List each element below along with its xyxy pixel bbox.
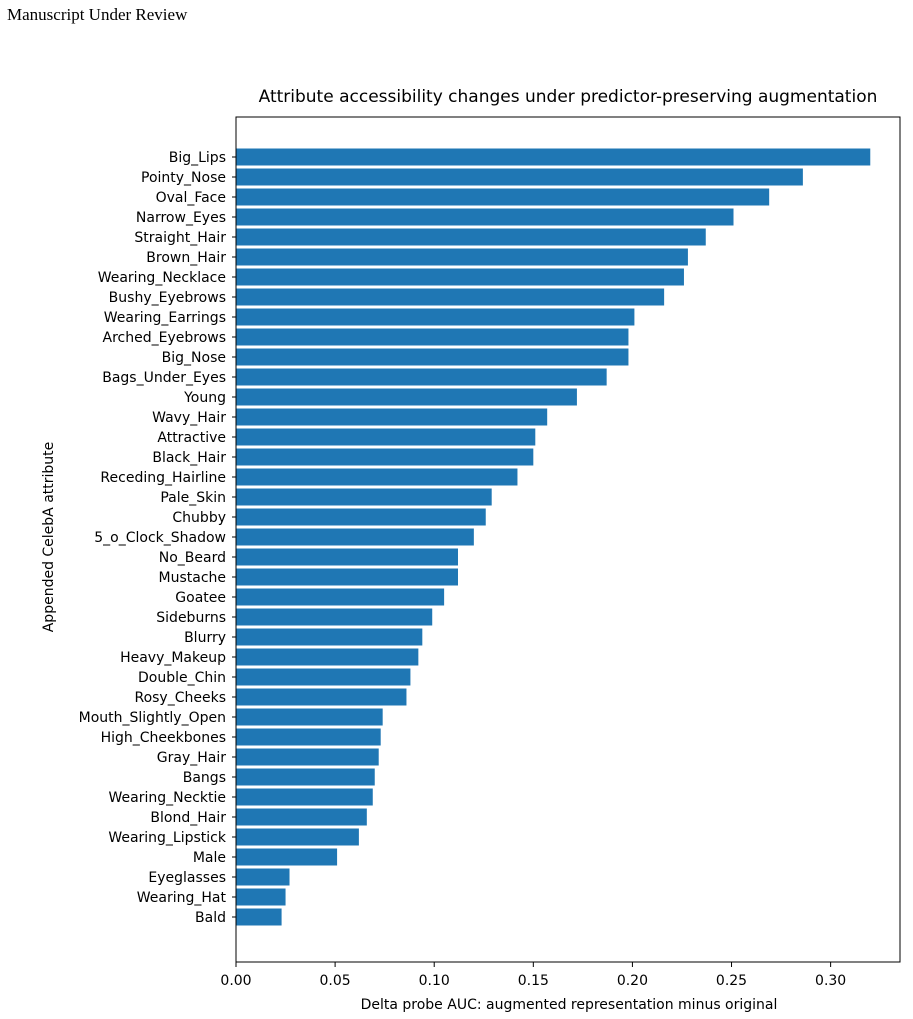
bar-sideburns [236,608,433,626]
x-tick-label: 0.15 [518,973,549,989]
y-tick-label: Wearing_Earrings [104,310,226,326]
x-tick-label: 0.10 [419,973,450,989]
bar-big-lips [236,148,871,166]
y-tick-label: Brown_Hair [146,250,226,266]
bar-no-beard [236,548,458,566]
bar-chubby [236,508,486,526]
bar-wearing-earrings [236,308,635,326]
bar-double-chin [236,668,411,686]
bar-blond-hair [236,808,367,826]
y-tick-label: Mouth_Slightly_Open [79,710,226,726]
y-tick-label: Bald [195,910,226,926]
y-tick-label: Wearing_Hat [137,890,227,906]
bar-blurry [236,628,423,646]
y-tick-label: Black_Hair [152,450,226,466]
y-tick-label: Blond_Hair [150,810,226,826]
y-tick-label: Blurry [184,630,226,646]
bar-male [236,848,338,866]
y-tick-label: Oval_Face [156,190,226,206]
bar-bald [236,908,282,926]
bar-heavy-makeup [236,648,419,666]
bar-bags-under-eyes [236,368,607,386]
bar-young [236,388,577,406]
bar-black-hair [236,448,534,466]
y-tick-label: Big_Nose [162,350,226,366]
y-tick-label: Narrow_Eyes [136,210,226,226]
bar-wavy-hair [236,408,548,426]
plot-frame [235,116,901,963]
bar-big-nose [236,348,629,366]
y-tick-label: Wearing_Necklace [98,270,226,286]
y-tick-label: Goatee [175,590,226,606]
y-tick-label: Big_Lips [169,150,226,166]
y-tick-label: Sideburns [156,610,226,626]
bar-high-cheekbones [236,728,381,746]
y-tick-label: Young [183,390,226,406]
bar-goatee [236,588,445,606]
y-tick-label: Rosy_Cheeks [134,690,226,706]
bar-bushy-eyebrows [236,288,665,306]
chart-title: Attribute accessibility changes under pr… [259,87,878,107]
bar-narrow-eyes [236,208,734,226]
x-tick-label: 0.20 [617,973,648,989]
bar-bangs [236,768,375,786]
y-tick-label: No_Beard [159,550,226,566]
bar-wearing-hat [236,888,286,906]
bar-receding-hairline [236,468,518,486]
bar-wearing-lipstick [236,828,359,846]
bar-arched-eyebrows [236,328,629,346]
y-tick-label: Wearing_Necktie [108,790,226,806]
y-tick-label: Double_Chin [138,670,226,686]
bar-straight-hair [236,228,706,246]
y-tick-label: Pale_Skin [160,490,226,506]
y-tick-label: Wearing_Lipstick [108,830,227,846]
y-tick-label: Bags_Under_Eyes [102,370,226,386]
y-tick-label: Bushy_Eyebrows [109,290,226,306]
x-tick-label: 0.05 [320,973,351,989]
bar-oval-face [236,188,770,206]
y-tick-label: 5_o_Clock_Shadow [94,530,226,546]
bar-mustache [236,568,458,586]
x-axis-label: Delta probe AUC: augmented representatio… [361,997,778,1013]
x-tick-label: 0.30 [815,973,846,989]
bar-eyeglasses [236,868,290,886]
y-tick-label: High_Cheekbones [101,730,226,746]
x-tick-label: 0.00 [220,973,251,989]
y-tick-label: Bangs [183,770,226,786]
bar-5-o-clock-shadow [236,528,474,546]
bars-group [236,148,871,926]
y-tick-label: Gray_Hair [157,750,226,766]
bar-wearing-necktie [236,788,373,806]
y-axis-label: Appended CelebA attribute [41,442,57,633]
bar-pale-skin [236,488,492,506]
y-tick-label: Eyeglasses [148,870,226,886]
y-tick-label: Male [193,850,226,866]
bar-gray-hair [236,748,379,766]
bar-wearing-necklace [236,268,684,286]
y-tick-label: Heavy_Makeup [120,650,226,666]
y-tick-label: Wavy_Hair [152,410,226,426]
y-tick-label: Receding_Hairline [100,470,226,486]
bar-rosy-cheeks [236,688,407,706]
y-tick-label: Arched_Eyebrows [103,330,226,346]
x-tick-label: 0.25 [716,973,747,989]
bar-mouth-slightly-open [236,708,383,726]
y-axis: Big_Lips Pointy_Nose Oval_Face Narrow_Eyes S… [79,150,236,926]
bar-pointy-nose [236,168,803,186]
y-tick-label: Pointy_Nose [141,170,226,186]
page-header: Manuscript Under Review [7,5,188,24]
bar-brown-hair [236,248,688,266]
y-tick-label: Mustache [159,570,227,586]
x-axis: 0.00 0.05 0.10 0.15 0.20 0.25 0.30 [220,962,846,989]
bar-attractive [236,428,536,446]
y-tick-label: Straight_Hair [134,230,226,246]
y-tick-label: Chubby [172,510,226,526]
y-tick-label: Attractive [157,430,226,446]
